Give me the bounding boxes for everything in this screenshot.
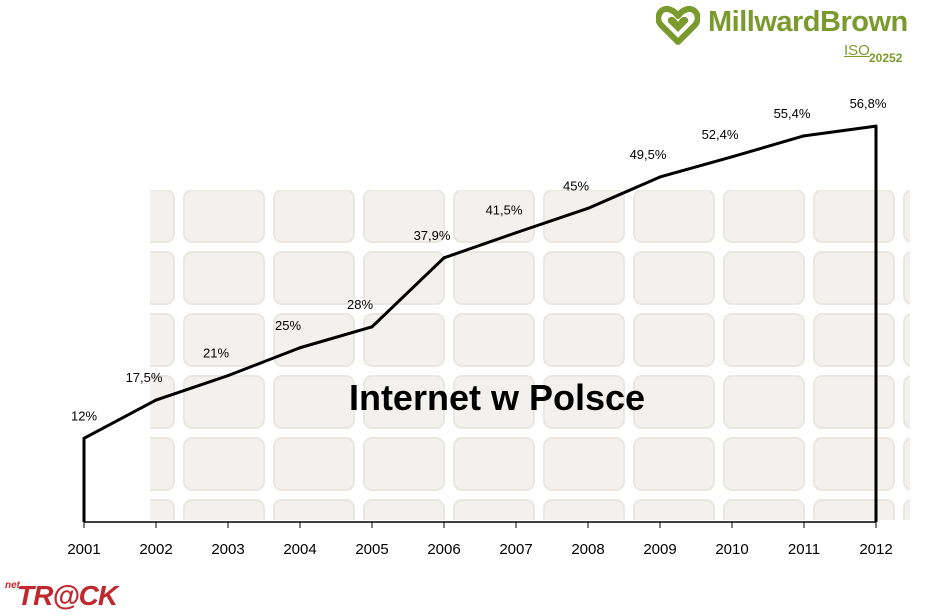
data-label-2005: 28% <box>347 297 373 312</box>
data-label-2003: 21% <box>203 346 229 361</box>
x-tick-label-2006: 2006 <box>427 541 460 558</box>
x-tick-label-2005: 2005 <box>355 541 388 558</box>
data-label-2009: 49,5% <box>630 147 667 162</box>
data-label-2010: 52,4% <box>702 127 739 142</box>
data-label-2007: 41,5% <box>486 203 523 218</box>
data-label-2012: 56,8% <box>850 96 887 111</box>
data-point-2001 <box>82 436 86 440</box>
x-tick-label-2007: 2007 <box>499 541 532 558</box>
heart-logo-icon <box>656 6 700 45</box>
data-point-2009 <box>658 175 662 179</box>
data-point-2008 <box>586 206 590 210</box>
x-tick-label-2003: 2003 <box>211 541 244 558</box>
data-label-2004: 25% <box>275 318 301 333</box>
iso-label: ISO <box>844 42 870 59</box>
millward-brown-logo: MillwardBrown ISO 20252 <box>656 4 918 66</box>
data-point-2004 <box>298 346 302 350</box>
x-tick-label-2012: 2012 <box>859 541 892 558</box>
data-point-2002 <box>154 398 158 402</box>
data-point-2007 <box>514 231 518 235</box>
x-tick-label-2009: 2009 <box>643 541 676 558</box>
millward-brown-name: MillwardBrown <box>708 6 908 38</box>
nettrack-prefix: net <box>5 580 20 591</box>
data-point-2003 <box>226 374 230 378</box>
x-tick-label-2010: 2010 <box>715 541 748 558</box>
chart-title: Internet w Polsce <box>349 377 645 418</box>
iso-number: 20252 <box>869 51 903 65</box>
x-tick-label-2004: 2004 <box>283 541 316 558</box>
nettrack-logo: net TR@CK <box>3 578 133 614</box>
data-point-2006 <box>442 256 446 260</box>
x-tick-label-2002: 2002 <box>139 541 172 558</box>
nettrack-name: TR@CK <box>17 580 118 611</box>
data-label-2011: 55,4% <box>774 106 811 121</box>
data-point-2011 <box>802 134 806 138</box>
keyboard-background <box>150 190 910 520</box>
x-tick-label-2008: 2008 <box>571 541 604 558</box>
data-point-2012 <box>874 124 878 128</box>
data-label-2008: 45% <box>563 178 589 193</box>
area-outline <box>82 124 878 522</box>
data-label-2002: 17,5% <box>126 370 163 385</box>
x-tick-label-2011: 2011 <box>788 541 820 558</box>
data-label-2006: 37,9% <box>414 228 451 243</box>
data-point-2010 <box>730 155 734 159</box>
data-label-2001: 12% <box>71 408 97 423</box>
x-tick-label-2001: 2001 <box>67 541 100 558</box>
data-point-2005 <box>370 325 374 329</box>
